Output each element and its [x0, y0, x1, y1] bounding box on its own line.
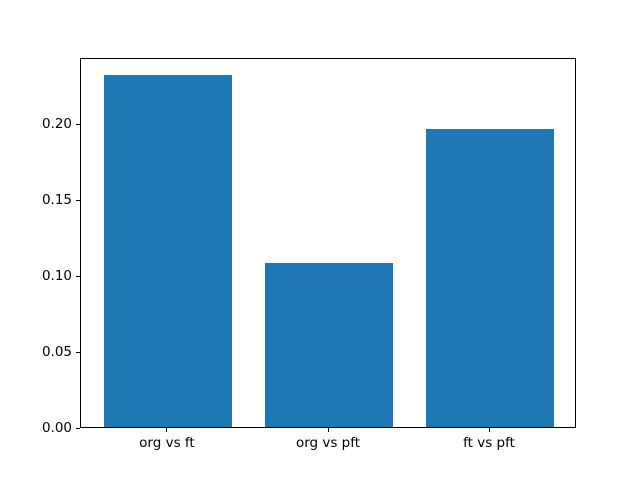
x-tick-mark — [166, 428, 168, 432]
y-tick-label: 0.10 — [41, 268, 72, 285]
y-tick-mark — [76, 351, 80, 353]
plot-area — [80, 58, 576, 428]
y-tick-label: 0.15 — [41, 192, 72, 209]
x-tick-label: org vs ft — [139, 435, 195, 451]
y-tick-mark — [76, 123, 80, 125]
y-tick-label: 0.05 — [41, 344, 72, 361]
y-tick-label: 0.20 — [41, 116, 72, 133]
bar-org-vs-pft — [264, 262, 394, 427]
y-tick-label: 0.00 — [41, 420, 72, 436]
bar-ft-vs-pft — [425, 129, 555, 427]
y-tick-mark — [76, 275, 80, 277]
bars-layer — [81, 59, 575, 427]
x-tick-mark — [327, 428, 329, 432]
bar-org-vs-ft — [103, 74, 233, 427]
y-tick-mark — [76, 199, 80, 201]
x-tick-label: org vs pft — [295, 435, 361, 451]
y-tick-mark — [76, 427, 80, 429]
x-tick-mark — [488, 428, 490, 432]
x-tick-label: ft vs pft — [463, 435, 515, 451]
